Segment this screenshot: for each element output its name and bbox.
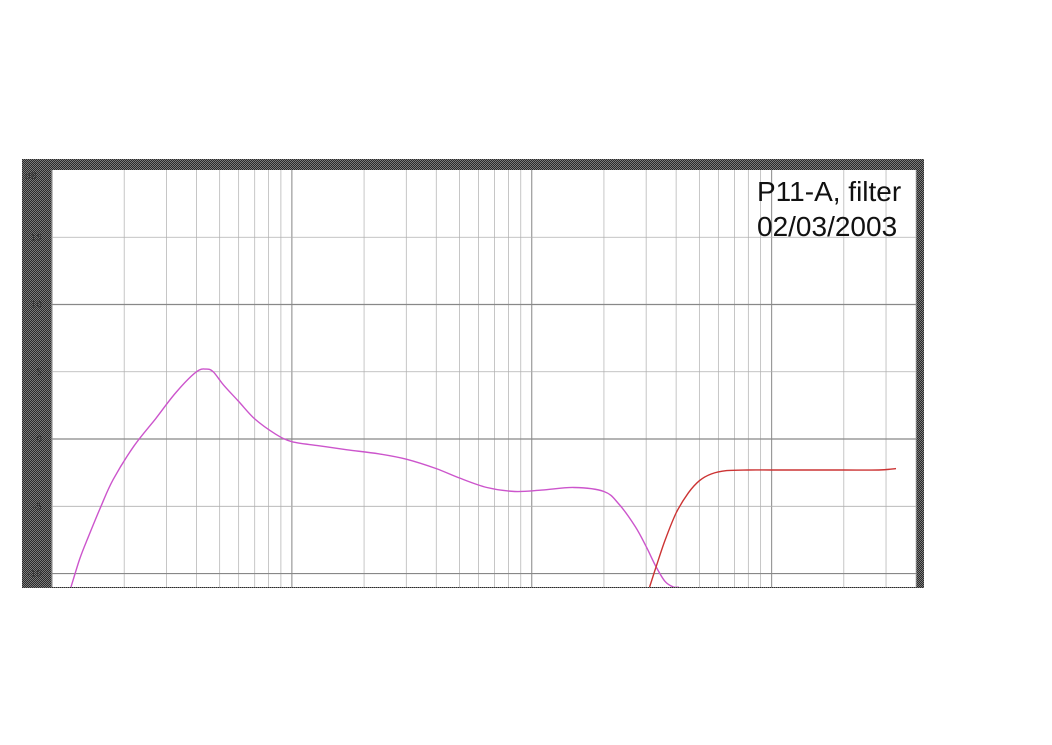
series-line-2 xyxy=(648,467,897,587)
y-tick-labels: 15 10 5 0 -5 -10 xyxy=(27,233,42,579)
series-line-1 xyxy=(70,368,679,587)
y-tick-label: 0 xyxy=(36,435,42,445)
series-group xyxy=(70,368,897,587)
y-axis-label: dB xyxy=(25,172,37,182)
y-tick-label: 15 xyxy=(31,233,42,243)
chart-title-line-2: 02/03/2003 xyxy=(757,211,897,242)
y-tick-label: -10 xyxy=(27,570,42,580)
chart-title-line-1: P11-A, filter xyxy=(757,176,901,207)
y-tick-label: 10 xyxy=(31,301,43,311)
y-tick-label: 5 xyxy=(36,368,42,378)
y-tick-label: -5 xyxy=(33,502,42,512)
grid xyxy=(51,170,917,587)
